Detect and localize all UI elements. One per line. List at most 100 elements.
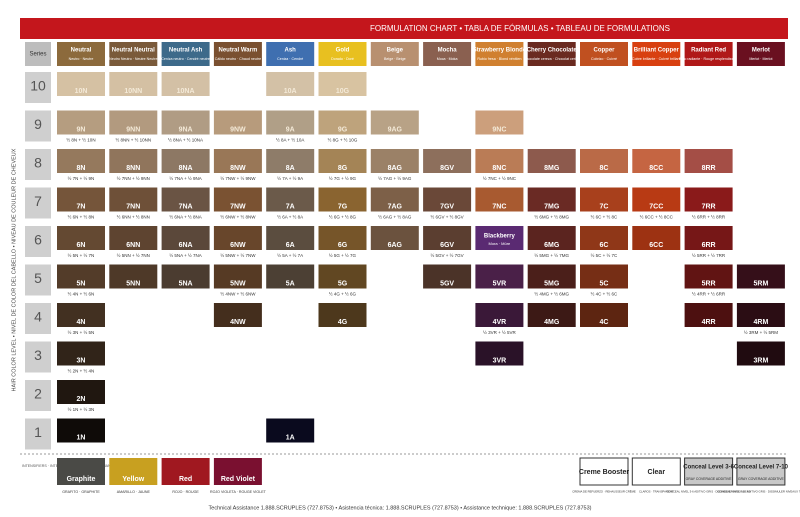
swatch-label: 10NN	[124, 88, 142, 95]
column-name: Neutral Neutral	[112, 48, 155, 54]
mix-formula: ½ 5NN + ½ 7NN	[117, 252, 150, 258]
mix-formula: ½ 7G + ½ 9G	[329, 175, 357, 181]
additive-tag: GRAY COVERAGE ADDITIVE	[686, 477, 733, 481]
swatch	[57, 303, 105, 327]
swatch	[632, 149, 681, 173]
column-header	[423, 42, 472, 66]
mix-formula: ½ 6MG + ½ 8MG	[534, 214, 569, 220]
mix-formula: ½ 3RM + ½ 5RM	[744, 329, 778, 335]
swatch-label: 1N	[77, 434, 86, 441]
swatch-label: 8GV	[440, 165, 454, 172]
swatch	[266, 264, 315, 289]
swatch-label: 6CC	[649, 242, 663, 249]
swatch	[475, 226, 524, 250]
swatch	[423, 149, 472, 173]
series-level: 8	[34, 155, 42, 171]
additive-tag: GRAY COVERAGE ADDITIVE	[738, 477, 785, 481]
swatch	[266, 187, 315, 212]
series-level: 5	[34, 270, 42, 286]
series-box	[25, 110, 51, 142]
mix-formula: ½ 6N + ½ 8N	[68, 214, 95, 220]
swatch	[423, 226, 472, 250]
additive-sub: CONCEAL NIVEL 3-6 ADITIVO GRIS · DISSIMU…	[667, 490, 751, 494]
series-box	[25, 264, 51, 296]
swatch	[370, 110, 419, 135]
swatch	[161, 226, 210, 250]
swatch-label: 8NW	[230, 165, 246, 172]
swatch	[57, 110, 105, 135]
swatch	[266, 418, 315, 443]
swatch-label: 7GV	[440, 203, 454, 210]
swatch	[527, 187, 576, 212]
mix-formula: ½ 6RR + ½ 8RR	[692, 214, 726, 220]
swatch-label: 9AG	[388, 126, 403, 133]
swatch	[475, 110, 524, 135]
column-sub: Dorado · Doré	[331, 57, 354, 61]
mix-formula: ½ 6AG + ½ 8AG	[378, 214, 412, 220]
swatch	[161, 149, 210, 173]
series-box	[25, 226, 51, 257]
swatch	[475, 149, 524, 173]
swatch-label: 5A	[286, 280, 295, 287]
series-box	[25, 303, 51, 334]
column-header	[57, 42, 105, 66]
mix-formula: ½ 8NA + ½ 10NA	[168, 137, 203, 143]
swatch	[318, 226, 367, 250]
column-header	[684, 42, 733, 66]
swatch-label: 6G	[338, 242, 348, 249]
swatch-label: 5NA	[179, 280, 193, 287]
column-name: Neutral	[71, 48, 92, 54]
swatch	[161, 110, 210, 135]
swatch	[57, 72, 105, 96]
swatch-label: 9NC	[492, 126, 506, 133]
swatch	[580, 149, 628, 173]
intensifier-sub: GRAFITO · GRAPHITE	[62, 490, 100, 494]
series-box	[25, 418, 51, 450]
series-header-box	[25, 42, 51, 66]
column-sub: Ceniza · Cendré	[277, 57, 303, 61]
series-level: 7	[34, 193, 42, 209]
mix-formula: ½ 6G + ½ 8G	[329, 214, 357, 220]
mix-formula: ½ 7N + ½ 9N	[68, 175, 95, 181]
mix-formula: ½ 8A + ½ 10A	[276, 137, 304, 143]
intensifier-name: Red	[179, 476, 192, 483]
swatch	[161, 72, 210, 96]
mix-formula: ½ 7NN + ½ 9NN	[117, 175, 150, 181]
swatch-label: 7G	[338, 203, 348, 210]
additive-sub: CREMA DE REFUERZO · REHAUSSEUR CRÈME	[572, 489, 636, 494]
swatch	[632, 187, 681, 212]
swatch	[580, 187, 628, 212]
swatch	[109, 72, 158, 96]
column-name: Neutral Ash	[169, 48, 203, 54]
column-sub: Rubio fresa · Blond vénitien	[477, 57, 521, 61]
mix-formula: ½ 6GV + ½ 8GV	[431, 214, 464, 220]
swatch	[266, 72, 315, 96]
column-header	[736, 42, 785, 66]
intensifier-name: Graphite	[67, 476, 96, 483]
mix-formula: ½ 6C + ½ 8C	[591, 214, 618, 220]
intensifier-swatch	[161, 458, 210, 485]
swatch-label: 9A	[286, 126, 295, 133]
column-name: Beige	[387, 48, 404, 54]
column-sub: Neutro · Neutre	[69, 57, 94, 61]
column-sub: Chocolate cereza · Chocolat cerise	[524, 57, 580, 61]
mix-formula: ½ 5RR + ½ 7RR	[692, 252, 726, 258]
swatch-label: 7NW	[230, 203, 246, 210]
swatch-label: 5RR	[702, 280, 716, 287]
swatch-label: 7A	[286, 203, 295, 210]
banner-bar	[20, 18, 788, 39]
mix-formula: ½ 8G + ½ 10G	[328, 137, 358, 143]
series-box	[25, 380, 51, 411]
intensifier-name: Yellow	[122, 476, 144, 483]
swatch-label: 6N	[77, 242, 86, 249]
swatch	[57, 226, 105, 250]
swatch-label: 5C	[600, 280, 609, 287]
swatch	[213, 187, 262, 212]
series-level: 3	[34, 347, 42, 363]
swatch-label: 5N	[77, 280, 86, 287]
swatch	[684, 264, 733, 289]
additive-name: Conceal Level 3-6	[683, 465, 734, 471]
column-name: Gold	[336, 48, 350, 54]
swatch-label: 2N	[77, 396, 86, 403]
